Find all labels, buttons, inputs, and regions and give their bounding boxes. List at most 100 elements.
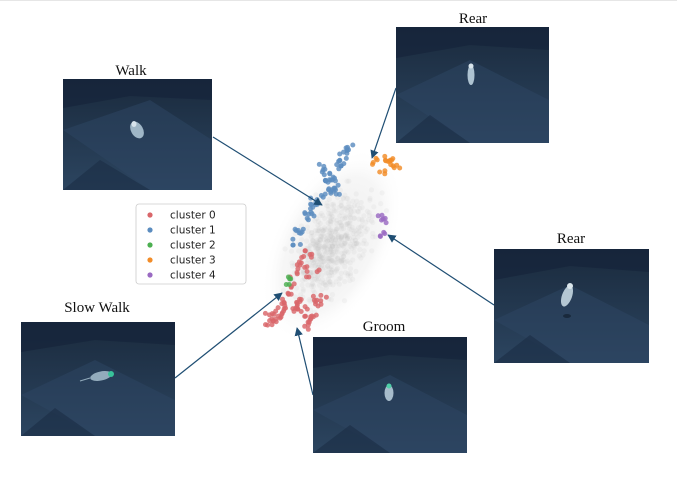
cluster-1-point xyxy=(319,169,325,175)
background-point xyxy=(367,197,373,203)
background-point xyxy=(318,246,324,252)
background-point xyxy=(313,192,319,198)
background-point xyxy=(319,262,325,268)
background-point xyxy=(344,195,350,202)
background-point xyxy=(338,199,344,205)
background-point xyxy=(329,292,336,298)
background-point xyxy=(364,226,370,232)
panel-groom: Groom xyxy=(313,319,467,453)
background-point xyxy=(329,233,335,239)
background-point xyxy=(330,217,336,223)
background-point xyxy=(353,240,359,247)
background-point xyxy=(329,267,335,273)
background-point xyxy=(306,246,312,252)
background-point xyxy=(348,204,355,210)
background-point xyxy=(327,279,333,285)
cluster-3-point xyxy=(387,158,393,164)
background-point xyxy=(347,243,353,249)
background-point xyxy=(315,276,321,282)
background-point xyxy=(317,256,323,262)
background-point xyxy=(312,228,318,234)
background-point xyxy=(364,208,370,214)
background-point xyxy=(334,265,341,272)
background-point xyxy=(359,223,365,229)
background-point xyxy=(317,220,323,227)
background-point xyxy=(333,248,339,255)
legend-label: cluster 2 xyxy=(170,240,216,252)
background-point xyxy=(299,237,305,243)
cluster-1-point xyxy=(297,242,303,247)
background-point xyxy=(348,227,355,233)
background-point xyxy=(356,216,362,222)
cluster-0-point xyxy=(305,319,311,325)
background-point xyxy=(322,243,328,249)
background-point xyxy=(334,226,340,232)
background-point xyxy=(325,276,331,282)
background-point xyxy=(327,255,333,261)
background-point xyxy=(369,248,375,254)
background-point xyxy=(355,234,361,240)
panel-slow-walk: Slow Walk xyxy=(21,300,175,436)
background-point xyxy=(335,255,341,261)
background-point xyxy=(328,233,334,239)
background-point xyxy=(331,208,337,214)
background-point xyxy=(317,236,324,242)
background-point xyxy=(326,259,332,265)
cluster-4-point xyxy=(383,220,389,226)
background-point xyxy=(353,268,359,274)
background-point xyxy=(351,208,357,214)
background-point xyxy=(369,214,376,220)
background-point xyxy=(337,243,343,249)
background-point xyxy=(304,260,310,266)
background-point xyxy=(320,212,326,219)
background-point xyxy=(328,246,334,252)
cluster-1-point xyxy=(290,236,296,242)
background-point xyxy=(360,240,366,246)
background-point xyxy=(324,255,330,261)
background-point xyxy=(289,260,295,266)
background-point xyxy=(347,217,353,224)
cluster-4-point xyxy=(375,213,381,219)
background-point xyxy=(325,255,331,261)
background-point xyxy=(328,215,334,221)
background-point xyxy=(329,272,335,278)
mouse-figure xyxy=(384,385,394,401)
background-point xyxy=(328,219,334,225)
background-point xyxy=(333,266,339,272)
background-point xyxy=(315,218,322,224)
background-point xyxy=(345,249,351,255)
background-point xyxy=(346,235,352,242)
background-point xyxy=(307,243,313,249)
background-point xyxy=(309,237,315,244)
background-point xyxy=(321,259,327,265)
background-point xyxy=(325,270,331,276)
background-point xyxy=(330,243,336,249)
background-point xyxy=(338,219,344,226)
background-point xyxy=(317,237,323,243)
background-point xyxy=(344,221,350,228)
cluster-0-point xyxy=(311,297,317,303)
background-point xyxy=(338,270,344,276)
background-point xyxy=(338,275,344,281)
background-point xyxy=(326,255,332,262)
background-point xyxy=(315,248,321,255)
cluster-0-point xyxy=(316,267,322,273)
background-point xyxy=(350,230,356,236)
background-point xyxy=(315,228,321,234)
background-point xyxy=(342,233,348,239)
cluster-0-point xyxy=(305,326,311,332)
background-point xyxy=(330,228,336,234)
background-point xyxy=(312,242,318,248)
background-point xyxy=(343,248,349,254)
background-point xyxy=(326,243,332,249)
background-point xyxy=(332,269,338,275)
cluster-0-point xyxy=(304,274,309,280)
background-point xyxy=(312,256,319,262)
panel-label-slow-walk: Slow Walk xyxy=(64,300,130,316)
background-point xyxy=(314,250,320,256)
background-point xyxy=(317,228,323,234)
background-point xyxy=(320,228,326,234)
background-point xyxy=(328,247,334,253)
background-point xyxy=(327,273,333,279)
